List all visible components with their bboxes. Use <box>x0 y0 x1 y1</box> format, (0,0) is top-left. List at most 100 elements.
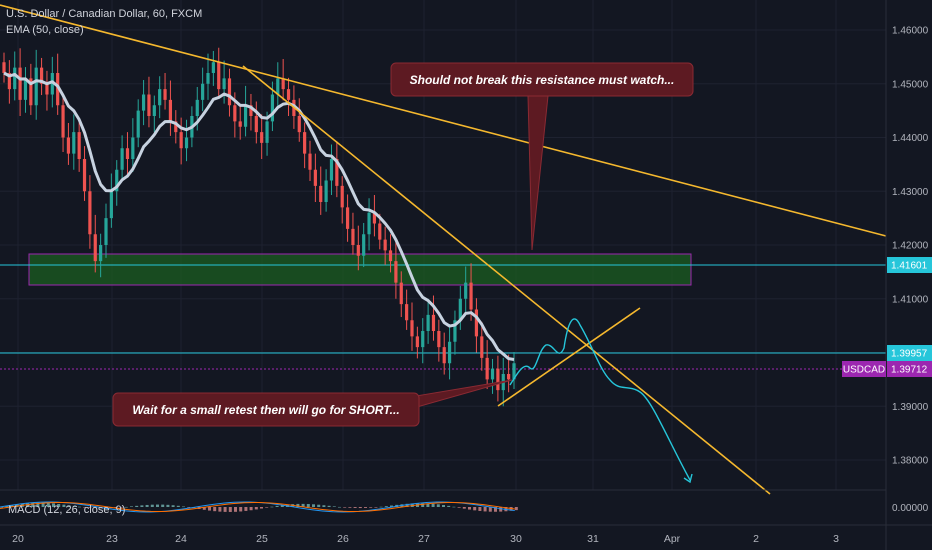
candle-body <box>136 110 140 138</box>
candle-body <box>158 89 162 106</box>
candle-body <box>82 159 87 192</box>
candle-body <box>147 94 151 116</box>
candle-body <box>88 191 92 235</box>
candle-body <box>45 83 49 95</box>
macd-histogram-bar <box>234 507 237 512</box>
candle-body <box>303 132 307 154</box>
candle-body <box>496 368 500 391</box>
candle-body <box>125 148 130 159</box>
macd-histogram-bar <box>239 507 243 512</box>
macd-histogram-bar <box>426 503 430 507</box>
price-tick-label: 1.39000 <box>892 402 929 413</box>
candle-body <box>464 282 468 299</box>
candle-body <box>431 314 436 331</box>
macd-histogram-bar <box>457 507 461 508</box>
candle-body <box>362 234 366 256</box>
support-zone <box>28 253 692 286</box>
symbol-tag <box>842 361 886 377</box>
candle-body <box>458 298 462 321</box>
price-tick-label: 1.42000 <box>892 241 929 252</box>
candle-body <box>507 374 511 380</box>
candle-body <box>77 132 81 159</box>
macd-histogram-bar <box>119 507 123 508</box>
price-tick-label: 1.41000 <box>892 294 929 305</box>
candle-body <box>2 62 6 73</box>
price-tag-label: 1.41601 <box>891 261 928 272</box>
macd-histogram-bar <box>218 507 222 512</box>
candle-body <box>174 121 178 133</box>
macd-histogram-bar <box>46 502 50 507</box>
macd-histogram-bar <box>88 507 92 508</box>
price-tick-label: 1.46000 <box>892 26 929 37</box>
candle-body <box>383 239 387 251</box>
macd-histogram-bar <box>431 503 435 507</box>
time-tick-label: 26 <box>337 533 349 545</box>
candle-body <box>206 73 210 84</box>
ema-legend: EMA (50, close) <box>6 24 84 36</box>
price-tag-label: 1.39712 <box>891 365 928 376</box>
candle-body <box>233 105 237 122</box>
candle-body <box>447 341 452 364</box>
macd-histogram-bar <box>483 507 487 512</box>
time-tick-label: 2 <box>753 533 759 545</box>
macd-histogram-bar <box>473 507 477 511</box>
candle-body <box>335 159 339 186</box>
ema-layer <box>3 71 515 361</box>
candle-body <box>474 309 479 337</box>
descending-trendline <box>242 65 771 495</box>
projection-layer <box>509 318 693 484</box>
candle-body <box>23 78 28 100</box>
resistance-trendline <box>0 4 887 237</box>
candle-body <box>131 137 135 159</box>
time-tick-label: 30 <box>510 533 522 545</box>
candle-body <box>421 331 425 348</box>
macd-histogram-bar <box>384 506 388 507</box>
macd-histogram-bar <box>353 507 357 508</box>
macd-histogram-bar <box>478 507 482 511</box>
candle-body <box>313 169 317 186</box>
macd-histogram-bar <box>161 504 165 507</box>
candle-body <box>227 78 232 106</box>
candles-layer <box>2 47 516 407</box>
candle-body <box>453 320 457 342</box>
candle-body <box>324 180 328 202</box>
macd-histogram-bar <box>57 503 61 507</box>
price-tag <box>887 361 932 377</box>
macd-histogram-bar <box>280 505 284 507</box>
macd-histogram-bar <box>270 506 274 508</box>
macd-histogram-bar <box>213 507 217 512</box>
candle-body <box>260 132 264 143</box>
macd-histogram-bar <box>166 504 170 507</box>
macd-zero-label: 0.00000 <box>892 503 929 514</box>
macd-histogram-bar <box>499 507 503 512</box>
price-tag <box>887 257 932 273</box>
symbol-tag-label: USDCAD <box>843 365 885 376</box>
resistance-note-text: Should not break this resistance must wa… <box>410 73 675 87</box>
macd-histogram-bar <box>358 507 362 509</box>
candle-body <box>367 212 371 235</box>
candle-body <box>141 94 146 111</box>
retest-note-box <box>112 392 420 427</box>
macd-histogram-bar <box>494 507 497 512</box>
macd-histogram-bar <box>171 505 175 507</box>
macd-histogram-bar <box>145 504 149 507</box>
macd-histogram-bar <box>135 505 139 507</box>
macd-pane <box>0 501 518 513</box>
price-tick-label: 1.45000 <box>892 79 929 90</box>
candle-body <box>217 62 221 90</box>
macd-histogram-bar <box>332 506 336 507</box>
time-tick-label: 27 <box>418 533 430 545</box>
macd-histogram-bar <box>312 504 315 507</box>
candle-body <box>29 78 33 106</box>
candle-body <box>120 148 124 170</box>
macd-histogram-bar <box>421 503 425 507</box>
candle-body <box>372 212 377 224</box>
macd-histogram-bar <box>379 506 383 508</box>
macd-histogram-bar <box>208 507 211 511</box>
macd-histogram-bar <box>348 507 352 508</box>
candle-body <box>201 83 205 100</box>
candle-body <box>437 331 441 348</box>
candle-body <box>405 304 409 321</box>
candle-body <box>270 94 275 122</box>
